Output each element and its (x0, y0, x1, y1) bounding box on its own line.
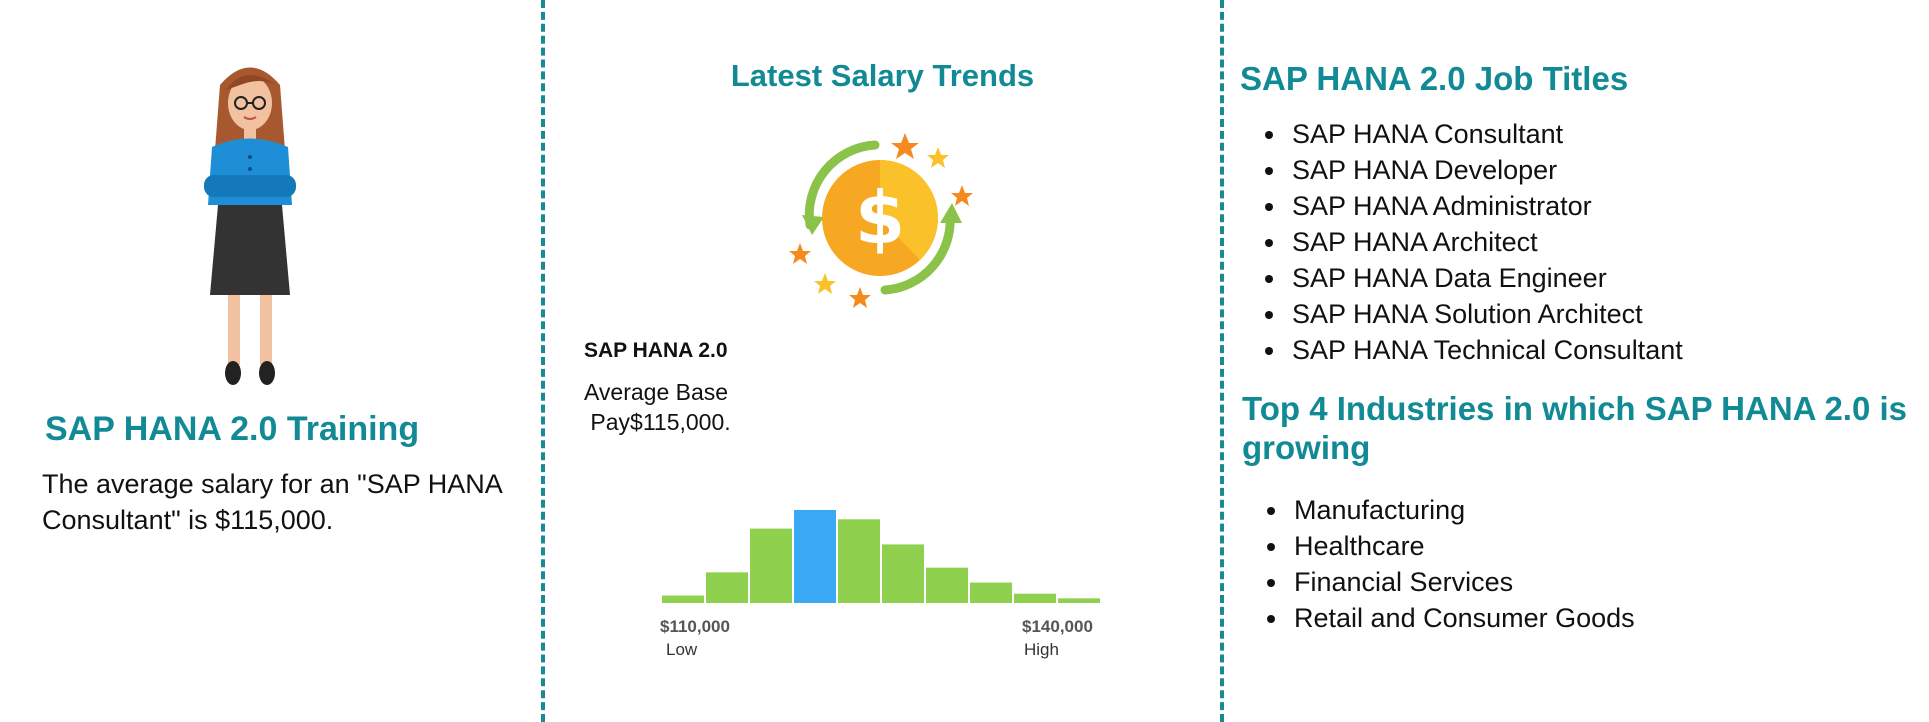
job-title-item: SAP HANA Technical Consultant (1288, 332, 1683, 368)
column-divider-left (541, 0, 545, 722)
industry-item: Financial Services (1290, 564, 1635, 600)
histogram-high-value: $140,000 (1022, 617, 1093, 636)
job-title-item: SAP HANA Developer (1288, 152, 1683, 188)
histogram-bar (926, 567, 968, 603)
salary-trends-title: Latest Salary Trends (730, 58, 1035, 93)
column-divider-right (1220, 0, 1224, 722)
average-base-value: Pay$115,000. (584, 409, 731, 435)
salary-label: SAP HANA 2.0 (584, 339, 728, 362)
histogram-high-label: High (1024, 640, 1059, 659)
job-title-item: SAP HANA Administrator (1288, 188, 1683, 224)
job-title-item: SAP HANA Solution Architect (1288, 296, 1683, 332)
histogram-bar (662, 595, 704, 603)
histogram-bar (706, 572, 748, 603)
histogram-bar (1014, 593, 1056, 603)
job-titles-list: SAP HANA ConsultantSAP HANA DeveloperSAP… (1262, 116, 1683, 368)
job-title-item: SAP HANA Data Engineer (1288, 260, 1683, 296)
histogram-bar (794, 510, 836, 603)
salary-histogram (662, 510, 1100, 603)
job-titles-heading: SAP HANA 2.0 Job Titles (1240, 60, 1629, 97)
industry-item: Retail and Consumer Goods (1290, 600, 1635, 636)
average-base-pay: Average Base Pay$115,000. (584, 377, 804, 437)
histogram-low-value: $110,000 (660, 617, 730, 636)
histogram-bar (750, 528, 792, 603)
job-title-item: SAP HANA Architect (1288, 224, 1683, 260)
histogram-low-label: Low (666, 640, 698, 659)
svg-text:$: $ (855, 176, 905, 260)
salary-trends-section: Latest Salary Trends (545, 0, 1220, 722)
dollar-coin-icon: $ (789, 133, 973, 308)
histogram-bar (882, 544, 924, 603)
average-base-label: Average Base (584, 379, 729, 405)
training-title: SAP HANA 2.0 Training (45, 410, 420, 448)
industries-list: ManufacturingHealthcareFinancial Service… (1264, 492, 1635, 636)
histogram-bar (1058, 598, 1100, 603)
training-description: The average salary for an "SAP HANA Cons… (42, 469, 502, 535)
industry-item: Healthcare (1290, 528, 1635, 564)
histogram-bar (838, 519, 880, 603)
histogram-bar (970, 582, 1012, 603)
industries-heading: Top 4 Industries in which SAP HANA 2.0 i… (1242, 390, 1908, 466)
industry-item: Manufacturing (1290, 492, 1635, 528)
job-title-item: SAP HANA Consultant (1288, 116, 1683, 152)
woman-illustration (204, 67, 296, 385)
